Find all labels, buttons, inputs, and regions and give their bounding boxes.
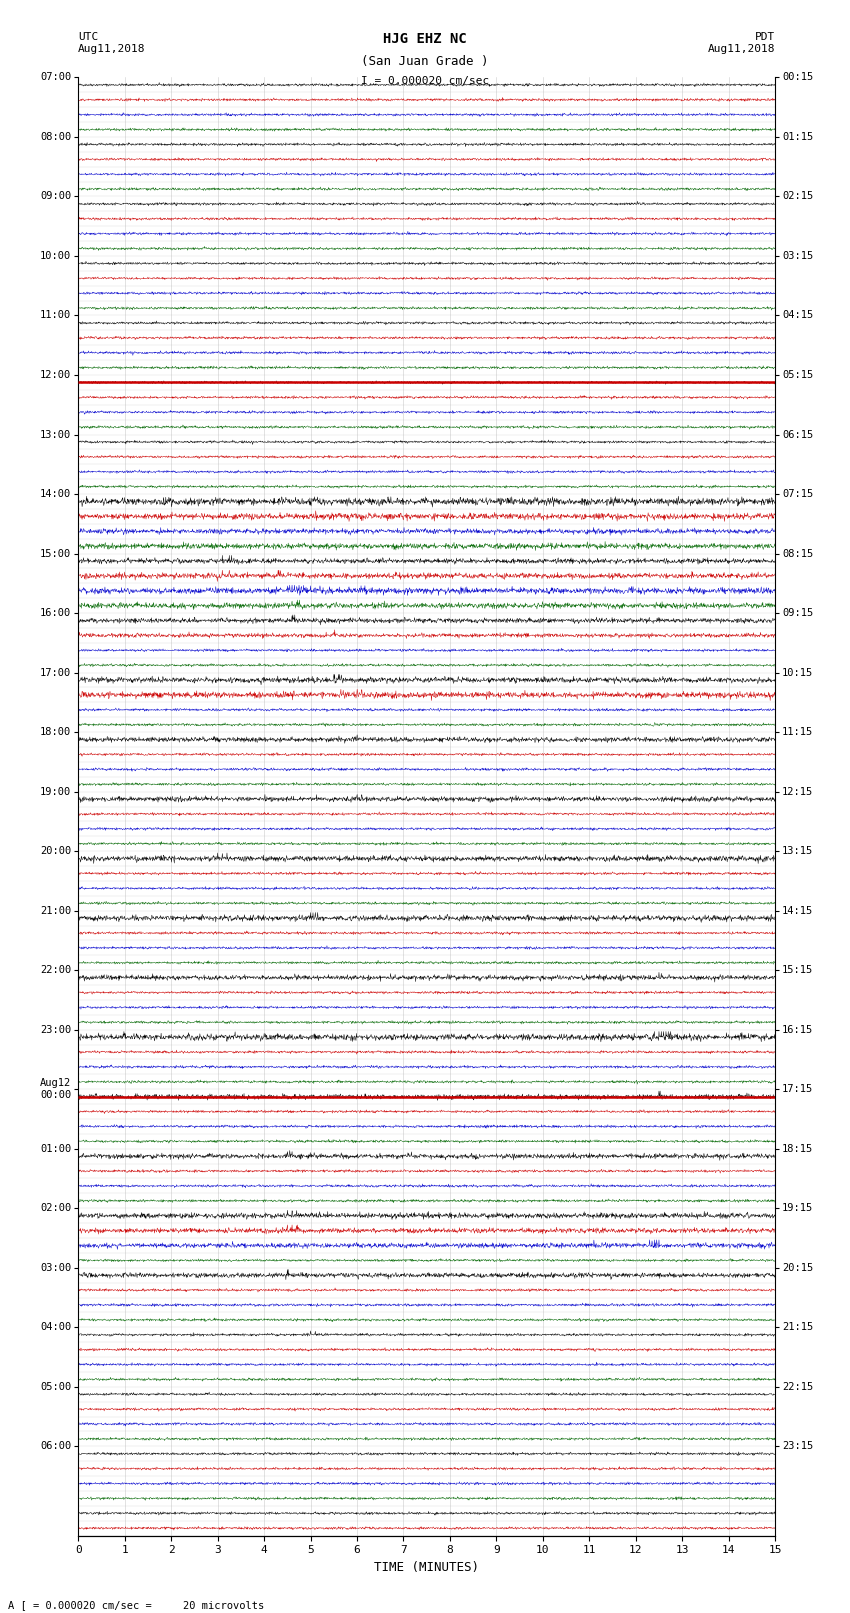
Text: PDT
Aug11,2018: PDT Aug11,2018 [708,32,775,53]
Text: A [ = 0.000020 cm/sec =     20 microvolts: A [ = 0.000020 cm/sec = 20 microvolts [8,1600,264,1610]
Text: UTC
Aug11,2018: UTC Aug11,2018 [78,32,145,53]
X-axis label: TIME (MINUTES): TIME (MINUTES) [374,1561,479,1574]
Text: (San Juan Grade ): (San Juan Grade ) [361,55,489,68]
Text: I = 0.000020 cm/sec: I = 0.000020 cm/sec [361,76,489,85]
Text: HJG EHZ NC: HJG EHZ NC [383,32,467,47]
